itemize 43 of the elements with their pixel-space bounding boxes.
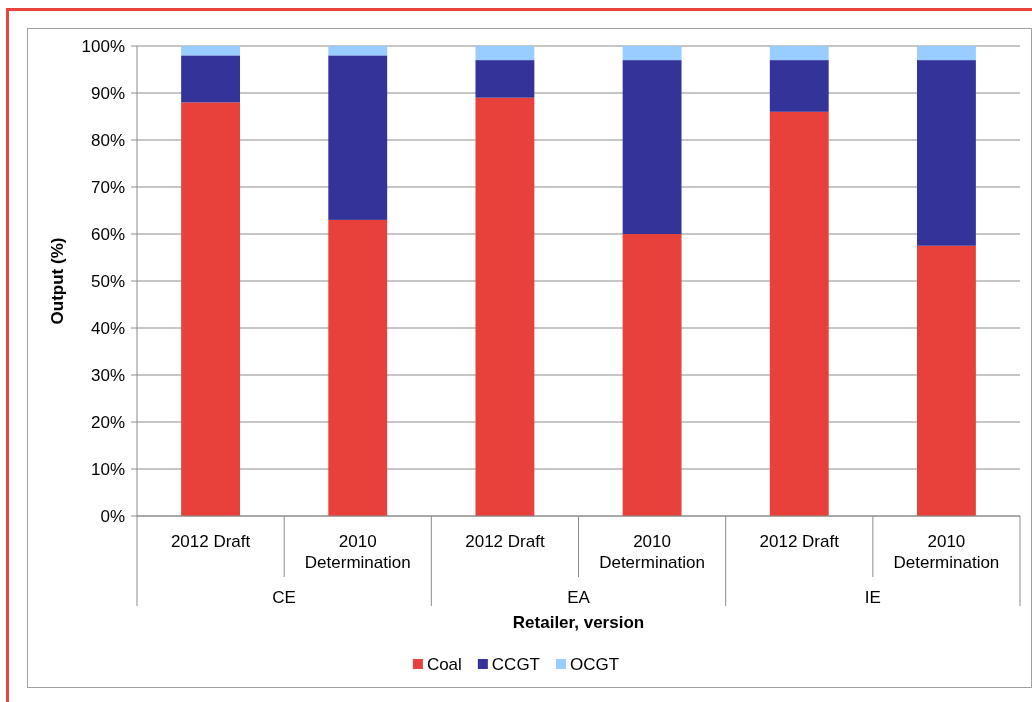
bar	[916, 60, 976, 246]
y-tick-label: 60%	[90, 224, 125, 244]
y-tick-label: 10%	[90, 459, 125, 479]
y-tick-label: 20%	[90, 412, 125, 432]
bar	[328, 55, 388, 220]
bar	[475, 60, 535, 98]
y-tick-label: 90%	[90, 83, 125, 103]
text: CE	[272, 588, 296, 607]
y-tick-label: 70%	[90, 177, 125, 197]
legend-label: CCGT	[491, 654, 541, 674]
y-tick-label: 0%	[100, 506, 125, 526]
x-tick-label: 2010 Determination	[893, 532, 1000, 572]
bar	[328, 46, 388, 56]
bar	[769, 111, 829, 516]
y-tick-label: 30%	[90, 365, 125, 385]
legend-label: Coal	[426, 654, 462, 674]
bar	[622, 46, 682, 61]
bar	[916, 46, 976, 61]
x-tick-label: 2012 Draft	[759, 532, 840, 551]
bar	[769, 60, 829, 112]
x-axis-title: Retailer, version	[512, 613, 645, 632]
bar	[475, 97, 535, 516]
bar	[328, 219, 388, 516]
bar	[622, 234, 682, 516]
bar	[916, 245, 976, 516]
bar	[181, 46, 241, 56]
x-tick-label: 2010 Determination	[599, 532, 705, 572]
bar	[181, 102, 241, 516]
legend-label: OCGT	[570, 654, 620, 674]
bar	[769, 46, 829, 61]
x-tick-label: 2010 Determination	[304, 532, 411, 572]
bar	[622, 60, 682, 234]
y-tick-label: 50%	[90, 271, 125, 291]
text: IE	[864, 588, 881, 607]
y-axis-title: Output (%)	[48, 237, 67, 325]
y-tick-label: 80%	[90, 130, 125, 150]
text: EA	[567, 588, 591, 607]
x-tick-label: 2012 Draft	[170, 532, 251, 551]
y-tick-label: 100%	[81, 36, 125, 56]
bar	[475, 46, 535, 61]
bar	[181, 55, 241, 103]
x-tick-label: 2012 Draft	[465, 532, 545, 551]
y-tick-label: 40%	[90, 318, 125, 338]
